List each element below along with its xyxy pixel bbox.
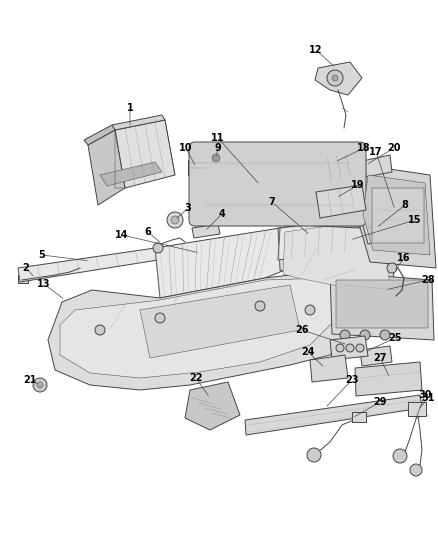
Text: 5: 5: [39, 250, 46, 260]
Circle shape: [155, 313, 165, 323]
Polygon shape: [112, 115, 165, 130]
FancyBboxPatch shape: [189, 142, 366, 226]
Bar: [372, 188, 424, 243]
Text: 9: 9: [215, 143, 221, 153]
Polygon shape: [316, 185, 366, 218]
Text: 26: 26: [295, 325, 309, 335]
Circle shape: [255, 301, 265, 311]
Polygon shape: [278, 218, 360, 260]
Polygon shape: [18, 248, 158, 282]
Circle shape: [307, 448, 321, 462]
Circle shape: [171, 216, 179, 224]
Text: 28: 28: [421, 275, 435, 285]
Text: 27: 27: [373, 353, 387, 363]
Circle shape: [346, 344, 354, 352]
Text: 24: 24: [301, 347, 315, 357]
Circle shape: [153, 243, 163, 253]
Text: 12: 12: [309, 45, 323, 55]
Text: 22: 22: [189, 373, 203, 383]
Text: 4: 4: [219, 209, 226, 219]
Polygon shape: [315, 62, 362, 95]
Text: 11: 11: [211, 133, 225, 143]
Text: 7: 7: [268, 197, 276, 207]
Polygon shape: [100, 162, 162, 186]
Text: 14: 14: [115, 230, 129, 240]
Text: 29: 29: [373, 397, 387, 407]
Polygon shape: [330, 272, 434, 340]
Circle shape: [33, 378, 47, 392]
Text: 30: 30: [418, 390, 432, 400]
Polygon shape: [48, 270, 345, 390]
Polygon shape: [195, 148, 360, 228]
Text: 25: 25: [388, 333, 402, 343]
Circle shape: [380, 330, 390, 340]
Text: 1: 1: [127, 103, 134, 113]
Text: 2: 2: [23, 263, 29, 273]
Polygon shape: [115, 120, 175, 188]
Circle shape: [340, 330, 350, 340]
Text: 19: 19: [351, 180, 365, 190]
Circle shape: [356, 344, 364, 352]
Circle shape: [305, 305, 315, 315]
Polygon shape: [60, 278, 335, 378]
Polygon shape: [358, 165, 436, 268]
Text: 16: 16: [397, 253, 411, 263]
Polygon shape: [278, 218, 395, 318]
Polygon shape: [355, 362, 422, 396]
Circle shape: [332, 75, 338, 81]
Circle shape: [336, 344, 344, 352]
Text: 23: 23: [345, 375, 359, 385]
Polygon shape: [330, 336, 368, 360]
Text: 10: 10: [179, 143, 193, 153]
Text: 31: 31: [421, 393, 435, 403]
Polygon shape: [155, 228, 285, 298]
Text: 6: 6: [145, 227, 152, 237]
Polygon shape: [185, 382, 240, 430]
Text: 8: 8: [402, 200, 409, 210]
Circle shape: [327, 70, 343, 86]
Polygon shape: [363, 175, 430, 255]
Polygon shape: [88, 130, 125, 205]
Polygon shape: [192, 224, 220, 238]
Circle shape: [387, 263, 397, 273]
Bar: [336, 280, 428, 328]
Bar: [352, 412, 366, 422]
Polygon shape: [84, 125, 115, 145]
Text: 13: 13: [37, 279, 51, 289]
Circle shape: [167, 212, 183, 228]
Polygon shape: [283, 222, 390, 315]
Text: 18: 18: [357, 143, 371, 153]
Polygon shape: [140, 285, 300, 358]
Text: 21: 21: [23, 375, 37, 385]
Circle shape: [95, 325, 105, 335]
Text: 17: 17: [369, 147, 383, 157]
Polygon shape: [310, 355, 348, 382]
Circle shape: [37, 382, 43, 388]
Bar: [408, 402, 426, 416]
Bar: [18, 275, 28, 283]
Circle shape: [410, 464, 422, 476]
Circle shape: [212, 154, 220, 162]
Polygon shape: [245, 395, 422, 435]
Polygon shape: [318, 152, 360, 182]
Polygon shape: [362, 216, 396, 244]
Circle shape: [360, 330, 370, 340]
Text: 15: 15: [408, 215, 422, 225]
Polygon shape: [358, 155, 392, 178]
Text: 20: 20: [387, 143, 401, 153]
Text: 3: 3: [185, 203, 191, 213]
Bar: [188, 160, 208, 175]
Circle shape: [393, 449, 407, 463]
Polygon shape: [360, 346, 392, 366]
